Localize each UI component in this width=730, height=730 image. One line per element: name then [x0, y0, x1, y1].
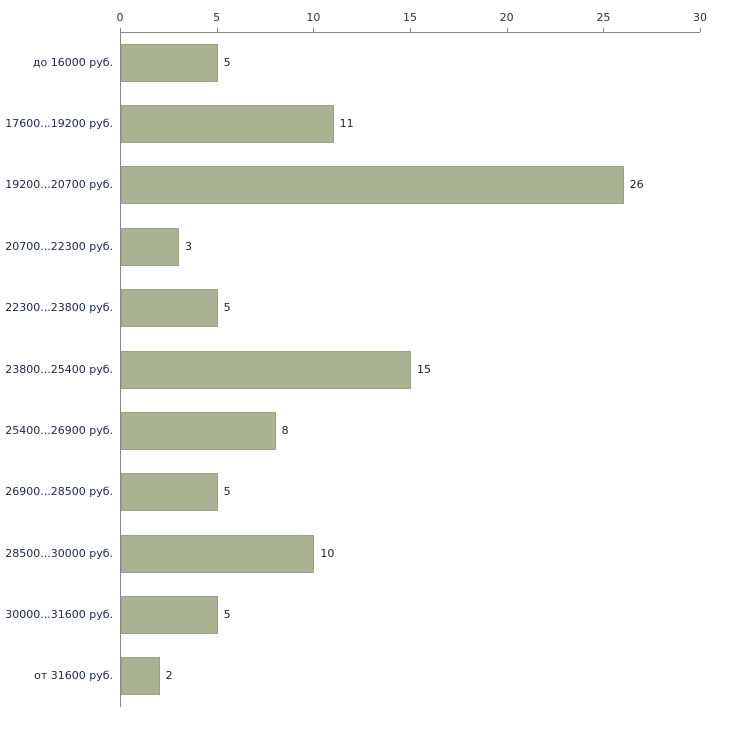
bar [121, 473, 218, 512]
category-label: 23800...25400 руб. [5, 362, 113, 376]
bar [121, 350, 411, 389]
bar [121, 595, 218, 634]
category-label: 20700...22300 руб. [5, 239, 113, 253]
category-label: до 16000 руб. [32, 55, 113, 69]
category-label: 19200...20700 руб. [5, 178, 113, 192]
x-tick-label: 0 [116, 11, 124, 24]
value-label: 10 [320, 546, 335, 560]
value-label: 5 [223, 301, 231, 315]
bar [121, 166, 624, 205]
category-label: от 31600 руб. [34, 669, 113, 683]
value-label: 5 [223, 485, 231, 499]
category-label: 26900...28500 руб. [5, 485, 113, 499]
x-tick-mark [506, 28, 508, 32]
value-label: 5 [223, 607, 231, 621]
x-tick-mark [603, 28, 605, 32]
bar [121, 43, 218, 82]
x-tick-label: 5 [213, 11, 221, 24]
y-axis-line [120, 32, 121, 707]
x-tick-label: 15 [403, 11, 417, 24]
value-label: 5 [223, 55, 231, 69]
x-tick-label: 30 [693, 11, 707, 24]
bar [121, 105, 334, 144]
bar [121, 411, 276, 450]
category-label: 28500...30000 руб. [5, 546, 113, 560]
x-tick-mark [700, 28, 701, 32]
bar [121, 227, 179, 266]
value-label: 2 [165, 669, 173, 683]
value-label: 3 [185, 239, 192, 253]
x-tick-mark [216, 28, 218, 32]
bar [121, 534, 315, 573]
value-label: 15 [417, 362, 431, 376]
category-label: 25400...26900 руб. [5, 423, 113, 437]
category-label: 22300...23800 руб. [5, 301, 113, 315]
x-tick-mark [313, 28, 315, 32]
category-label: 30000...31600 руб. [5, 607, 113, 621]
value-label: 11 [339, 117, 354, 131]
x-tick-mark [410, 28, 411, 32]
value-label: 8 [281, 423, 289, 437]
x-tick-label: 20 [499, 11, 514, 24]
bar [121, 289, 218, 328]
x-axis-line [120, 32, 700, 33]
bar [121, 657, 160, 696]
x-tick-label: 10 [306, 11, 321, 24]
value-label: 26 [629, 178, 644, 192]
x-tick-label: 25 [596, 11, 611, 24]
category-label: 17600...19200 руб. [5, 117, 113, 131]
x-tick-mark [120, 28, 121, 32]
